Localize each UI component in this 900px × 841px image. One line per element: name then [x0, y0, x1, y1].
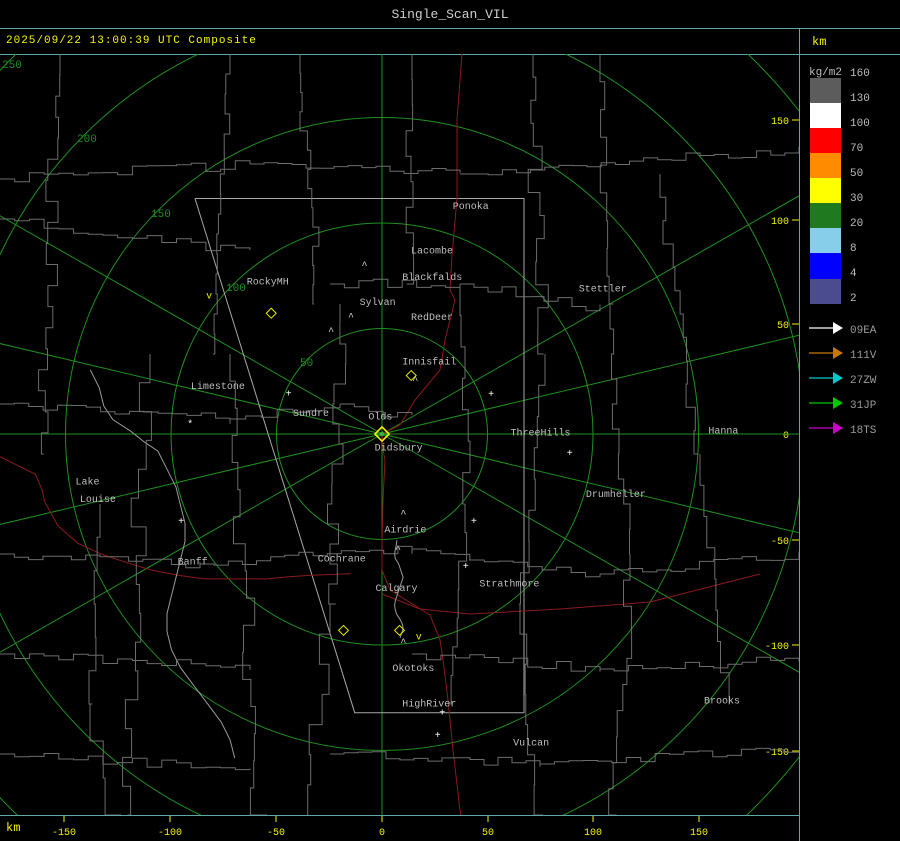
svg-text:-50: -50 [267, 828, 285, 839]
svg-text:^: ^ [328, 327, 334, 338]
svg-text:+: + [435, 731, 441, 742]
svg-text:100: 100 [584, 828, 602, 839]
svg-text:200: 200 [77, 134, 97, 146]
svg-text:Olds: Olds [368, 411, 392, 423]
svg-text:RedDeer: RedDeer [411, 312, 453, 324]
svg-text:150: 150 [151, 209, 171, 221]
svg-text:RockyMH: RockyMH [247, 276, 289, 288]
svg-text:v: v [206, 292, 212, 303]
svg-text:HighRiver: HighRiver [402, 698, 456, 710]
svg-text:0: 0 [379, 828, 385, 839]
svg-text:Brooks: Brooks [704, 696, 740, 708]
svg-text:Lake: Lake [76, 476, 100, 488]
svg-text:50: 50 [482, 828, 494, 839]
svg-text:Drumheller: Drumheller [586, 489, 646, 501]
svg-text:*: * [187, 419, 193, 431]
svg-text:Sylvan: Sylvan [360, 297, 396, 309]
svg-text:-150: -150 [52, 828, 76, 839]
svg-text:Stettler: Stettler [579, 284, 627, 296]
svg-text:Strathmore: Strathmore [479, 579, 539, 591]
svg-text:Vulcan: Vulcan [513, 737, 549, 749]
svg-text:Louise: Louise [80, 494, 116, 506]
svg-text:ThreeHills: ThreeHills [511, 427, 571, 439]
svg-text:Innisfail: Innisfail [402, 356, 456, 368]
svg-text:Okotoks: Okotoks [392, 663, 434, 675]
svg-text:50: 50 [300, 358, 313, 370]
svg-text:Ponoka: Ponoka [453, 201, 489, 213]
svg-text:+: + [463, 562, 469, 573]
svg-text:+: + [471, 517, 477, 528]
svg-text:^: ^ [400, 510, 406, 521]
svg-text:+: + [286, 389, 292, 400]
svg-text:+: + [567, 449, 573, 460]
svg-text:^: ^ [400, 638, 406, 649]
svg-text:Limestone: Limestone [191, 381, 245, 393]
svg-text:v: v [416, 633, 422, 644]
svg-text:^: ^ [412, 376, 418, 387]
svg-text:100: 100 [226, 283, 246, 295]
svg-text:Banff: Banff [178, 556, 208, 568]
svg-text:Cochrane: Cochrane [318, 554, 366, 566]
svg-text:+: + [488, 390, 494, 401]
svg-text:+: + [178, 517, 184, 528]
svg-text:Blackfalds: Blackfalds [402, 272, 462, 284]
svg-text:-100: -100 [158, 828, 182, 839]
svg-text:Calgary: Calgary [376, 583, 418, 595]
svg-text:Airdrie: Airdrie [384, 524, 426, 536]
svg-text:Didsbury: Didsbury [375, 443, 423, 455]
svg-text:Lacombe: Lacombe [411, 245, 453, 257]
svg-text:Sundre: Sundre [293, 408, 329, 420]
svg-text:Hanna: Hanna [708, 427, 738, 438]
svg-text:250: 250 [2, 60, 22, 72]
svg-text:^: ^ [348, 313, 354, 324]
svg-text:^: ^ [362, 261, 368, 272]
svg-text:150: 150 [690, 828, 708, 839]
